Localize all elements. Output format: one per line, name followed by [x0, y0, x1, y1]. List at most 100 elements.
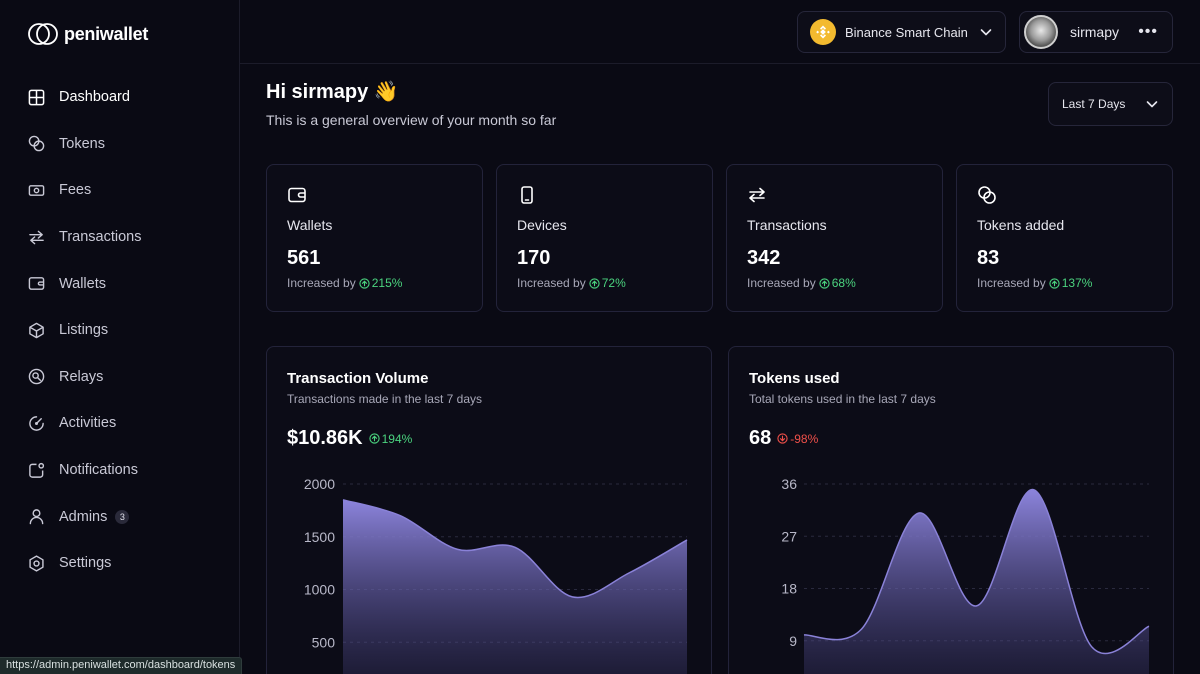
stat-change-value: 72% — [601, 276, 626, 290]
chart-subtitle: Transactions made in the last 7 days — [287, 392, 482, 406]
transactions-icon — [29, 230, 44, 244]
stat-change-label: Increased by — [287, 276, 356, 290]
sidebar-item-label: Activities — [59, 415, 117, 432]
series-line — [342, 499, 688, 599]
data-point[interactable] — [1090, 645, 1093, 648]
sidebar-item-label: Transactions — [59, 229, 142, 246]
relay-icon — [28, 369, 45, 385]
date-range-value: Last 7 Days — [1062, 97, 1126, 111]
data-point[interactable] — [918, 512, 921, 515]
chart-total: 68 -98% — [749, 427, 818, 450]
chain-selector[interactable]: Binance Smart Chain — [797, 11, 1006, 53]
date-range-selector[interactable]: Last 7 Days — [1048, 82, 1173, 126]
sidebar-item-label: Wallets — [59, 275, 106, 292]
stat-value: 561 — [287, 247, 321, 269]
notification-icon — [29, 462, 45, 478]
sidebar-item-notifications[interactable]: Notifications — [0, 447, 239, 494]
sidebar-item-label: Listings — [59, 322, 109, 339]
y-tick-label: 36 — [781, 476, 797, 492]
area-fill — [343, 499, 687, 674]
logo[interactable]: peniwallet — [28, 20, 148, 48]
chart-change-value: -98% — [790, 431, 819, 446]
arrow-up-circle-icon — [1049, 277, 1060, 289]
sidebar-item-activities[interactable]: Activities — [0, 400, 239, 447]
stat-card-transactions: Transactions 342 Increased by 68% — [726, 164, 943, 312]
stat-value: 83 — [977, 247, 1000, 269]
transfer-icon — [749, 187, 765, 203]
wallet-icon — [28, 277, 45, 291]
username: sirmapy — [1070, 24, 1120, 40]
logo-icon — [28, 23, 58, 45]
sidebar: peniwallet Dashboard Tokens Fees Transac… — [0, 0, 240, 674]
stat-label: Tokens added — [977, 217, 1065, 233]
stat-change-label: Increased by — [747, 276, 816, 290]
sidebar-item-label: Admins — [59, 508, 108, 525]
sidebar-item-fees[interactable]: Fees — [0, 167, 239, 214]
stat-change-value: 215% — [371, 276, 403, 290]
chart-change-value: 194% — [381, 431, 413, 446]
sidebar-item-label: Dashboard — [59, 89, 130, 106]
user-menu[interactable]: sirmapy ••• — [1019, 11, 1173, 53]
stat-card-devices: Devices 170 Increased by 72% — [496, 164, 713, 312]
y-tick-label: 2000 — [304, 476, 335, 492]
data-point[interactable] — [803, 633, 806, 636]
activity-icon — [29, 416, 44, 431]
y-tick-label: 9 — [789, 633, 797, 649]
top-header: Binance Smart Chain sirmapy ••• — [240, 0, 1200, 64]
admins-count-badge: 3 — [115, 509, 130, 524]
arrow-up-circle-icon — [819, 277, 830, 289]
bnb-chain-icon — [810, 19, 836, 45]
sidebar-item-listings[interactable]: Listings — [0, 307, 239, 354]
stat-change: Increased by 215% — [287, 276, 462, 290]
data-point[interactable] — [860, 628, 863, 631]
stat-card-tokens-added: Tokens added 83 Increased by 137% — [956, 164, 1173, 312]
chart-total-value: $10.86K — [287, 427, 363, 449]
data-point[interactable] — [342, 498, 345, 501]
stat-change-value: 137% — [1061, 276, 1093, 290]
sidebar-item-wallets[interactable]: Wallets — [0, 260, 239, 307]
data-point[interactable] — [571, 595, 574, 598]
brand-name: peniwallet — [64, 23, 149, 44]
sidebar-item-settings[interactable]: Settings — [0, 540, 239, 587]
data-point[interactable] — [514, 546, 517, 549]
chevron-down-icon — [980, 29, 992, 36]
stat-change-label: Increased by — [517, 276, 586, 290]
sidebar-item-label: Notifications — [59, 462, 138, 479]
stat-label: Transactions — [747, 217, 827, 233]
sidebar-item-dashboard[interactable]: Dashboard — [0, 74, 239, 121]
series-line — [803, 489, 1150, 655]
data-point[interactable] — [1148, 625, 1151, 628]
chart-title: Tokens used — [749, 370, 840, 387]
stat-change-label: Increased by — [977, 276, 1046, 290]
page-title: Hi sirmapy 👋 — [266, 81, 399, 103]
sidebar-item-label: Tokens — [59, 135, 105, 152]
sidebar-item-transactions[interactable]: Transactions — [0, 214, 239, 261]
y-tick-label: 18 — [781, 581, 797, 597]
stat-label: Devices — [517, 217, 567, 233]
sidebar-item-tokens[interactable]: Tokens — [0, 121, 239, 168]
more-options-icon[interactable]: ••• — [1138, 23, 1158, 40]
data-point[interactable] — [975, 604, 978, 607]
sidebar-nav: Dashboard Tokens Fees Transactions Walle… — [0, 74, 239, 587]
chain-name: Binance Smart Chain — [845, 24, 968, 40]
arrow-down-circle-icon — [777, 433, 788, 444]
tokens-icon — [28, 136, 45, 152]
sidebar-item-label: Relays — [59, 368, 104, 385]
data-point[interactable] — [686, 538, 689, 541]
data-point[interactable] — [456, 548, 459, 551]
sidebar-item-label: Fees — [59, 182, 92, 199]
stat-change: Increased by 137% — [977, 276, 1152, 290]
stat-change: Increased by 72% — [517, 276, 692, 290]
data-point[interactable] — [1033, 488, 1036, 491]
cube-icon — [29, 322, 44, 339]
sidebar-item-admins[interactable]: Admins 3 — [0, 493, 239, 540]
settings-icon — [29, 555, 44, 572]
data-point[interactable] — [399, 514, 402, 517]
stat-label: Wallets — [287, 217, 333, 233]
y-tick-label: 1500 — [304, 529, 335, 545]
tokens-icon — [978, 186, 996, 204]
fees-icon — [28, 185, 45, 196]
sidebar-item-relays[interactable]: Relays — [0, 354, 239, 401]
data-point[interactable] — [628, 571, 631, 574]
y-tick-label: 27 — [781, 528, 797, 544]
